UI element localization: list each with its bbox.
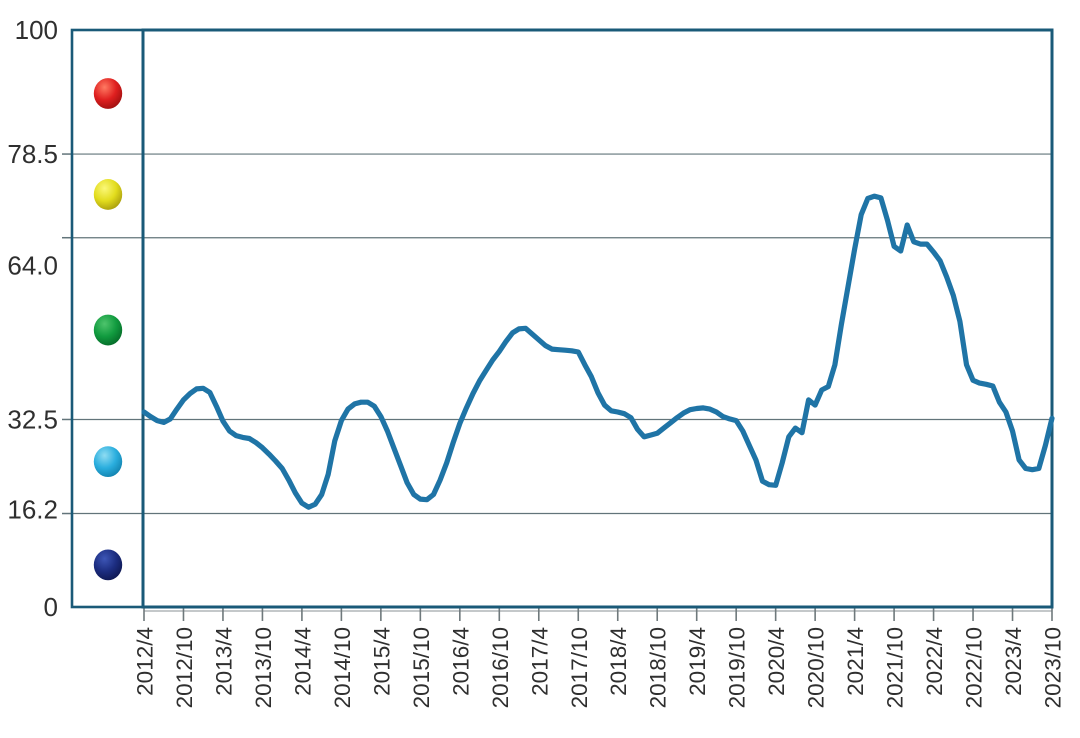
x-axis-label-2017/10: 2017/10 [567, 627, 592, 708]
x-axis-label-2018/10: 2018/10 [646, 627, 671, 708]
green-light-icon [93, 314, 123, 346]
cyan-light-icon [93, 446, 123, 477]
x-axis-label-2020/10: 2020/10 [804, 627, 829, 708]
x-axis-label-2018/4: 2018/4 [606, 627, 631, 696]
y-axis-label-32.5: 32.5 [7, 404, 58, 434]
y-axis-label-16.2: 16.2 [7, 495, 58, 525]
y-axis-label-78.5: 78.5 [7, 139, 58, 169]
x-axis-label-2020/4: 2020/4 [764, 627, 789, 696]
x-axis-label-2019/10: 2019/10 [725, 627, 750, 708]
x-axis-label-2012/4: 2012/4 [133, 627, 158, 696]
y-axis-label-0: 0 [44, 592, 58, 622]
y-axis-label-100: 100 [15, 15, 58, 45]
x-axis-labels: 2012/4 2012/10 2013/4 2013/10 2014/4 2014/10 2… [133, 627, 1066, 708]
yellow-light-icon [93, 179, 123, 210]
y-axis-labels: 100 78.5 64.0 32.5 16.2 0 [7, 15, 58, 622]
x-axis-label-2023/4: 2023/4 [1001, 627, 1026, 696]
x-axis-label-2023/10: 2023/10 [1041, 627, 1066, 708]
x-axis-label-2012/10: 2012/10 [172, 627, 197, 708]
x-axis-label-2021/4: 2021/4 [843, 627, 868, 696]
x-axis-label-2021/10: 2021/10 [883, 627, 908, 708]
x-axis-label-2014/4: 2014/4 [290, 627, 315, 696]
x-axis-label-2022/4: 2022/4 [922, 627, 947, 696]
gridlines [62, 153, 1052, 515]
x-axis-label-2015/10: 2015/10 [409, 627, 434, 708]
x-axis-ticks [143, 608, 1053, 621]
plot-area-border [141, 28, 1054, 609]
x-axis-label-2017/4: 2017/4 [527, 627, 552, 696]
x-axis-label-2015/4: 2015/4 [369, 627, 394, 696]
x-axis-label-2016/4: 2016/4 [448, 627, 473, 696]
blue-light-icon [93, 549, 123, 581]
x-axis-label-2016/10: 2016/10 [488, 627, 513, 708]
x-axis-label-2022/10: 2022/10 [962, 627, 987, 708]
index-line-series [141, 193, 1055, 510]
y-axis-label-64.0: 64.0 [7, 251, 58, 281]
x-axis-label-2014/10: 2014/10 [330, 627, 355, 708]
red-light-icon [93, 78, 123, 109]
x-axis-label-2013/10: 2013/10 [251, 627, 276, 708]
x-axis-label-2019/4: 2019/4 [685, 627, 710, 696]
x-axis-label-2013/4: 2013/4 [211, 627, 236, 696]
signal-lights [93, 78, 123, 581]
